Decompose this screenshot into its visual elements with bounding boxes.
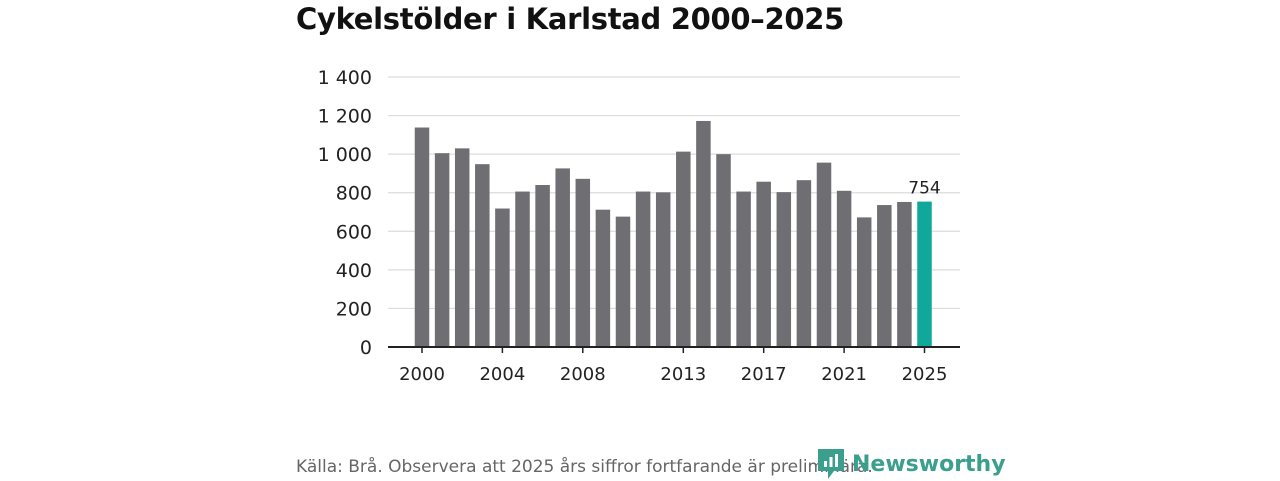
bar xyxy=(454,148,470,347)
bar xyxy=(756,181,771,347)
bar xyxy=(796,180,812,347)
bar xyxy=(877,205,892,347)
bar xyxy=(776,192,792,347)
newsworthy-logo-icon xyxy=(818,449,844,479)
bar xyxy=(635,191,651,347)
brand-logo: Newsworthy xyxy=(816,447,1006,481)
bar xyxy=(535,185,550,347)
x-tick-label: 2004 xyxy=(479,364,525,385)
bar xyxy=(676,151,691,347)
bar xyxy=(655,192,671,347)
brand-name: Newsworthy xyxy=(852,451,1006,477)
bars xyxy=(414,120,932,348)
bar-highlight xyxy=(917,201,932,347)
axes xyxy=(388,346,960,353)
x-tick-label: 2021 xyxy=(821,364,867,385)
source-note: Källa: Brå. Observera att 2025 års siffr… xyxy=(296,457,873,477)
bar xyxy=(716,154,731,347)
bar xyxy=(816,162,832,347)
y-tick-label: 1 200 xyxy=(318,106,372,128)
bar xyxy=(495,208,510,347)
bar xyxy=(434,153,450,347)
x-tick-label: 2013 xyxy=(660,364,706,385)
x-tick-label: 2000 xyxy=(399,364,445,385)
x-tick-label: 2025 xyxy=(902,364,948,385)
bar xyxy=(414,127,430,348)
bar xyxy=(897,201,912,347)
bar xyxy=(555,168,570,347)
data-label-2025: 754 xyxy=(908,179,940,199)
y-tick-label: 0 xyxy=(360,337,372,359)
bar xyxy=(595,209,611,347)
y-tick-label: 1 000 xyxy=(318,144,372,166)
labels: 0 200 400 600 800 1 000 1 200 1 400 2000 2004 2008… xyxy=(318,67,948,385)
y-tick-label: 1 400 xyxy=(318,67,372,89)
y-tick-label: 600 xyxy=(336,221,372,243)
bar xyxy=(475,164,490,347)
y-tick-label: 200 xyxy=(336,298,372,320)
bar xyxy=(736,191,751,347)
bar xyxy=(696,120,711,347)
bar xyxy=(515,191,530,347)
y-tick-label: 400 xyxy=(336,260,372,282)
x-tick-label: 2017 xyxy=(741,364,787,385)
y-tick-label: 800 xyxy=(336,183,372,205)
chart-title: Cykelstölder i Karlstad 2000–2025 xyxy=(296,2,845,36)
bar xyxy=(836,190,852,347)
bar xyxy=(856,217,872,347)
bar xyxy=(615,216,631,347)
bar xyxy=(575,178,591,347)
grid-lines xyxy=(388,76,960,310)
x-tick-label: 2008 xyxy=(560,364,606,385)
